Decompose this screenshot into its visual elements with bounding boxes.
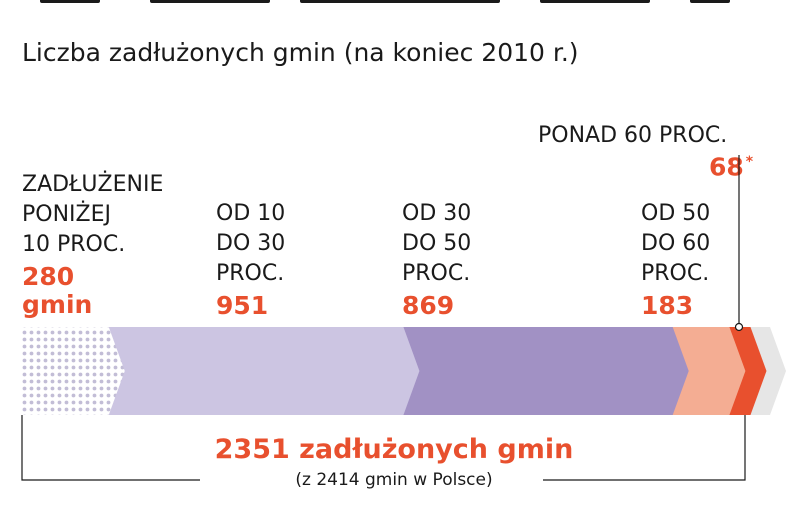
- label-seg3-line1: OD 30: [402, 201, 472, 226]
- value-seg5: 68 *: [709, 147, 753, 182]
- value-seg1-unit: gmin: [22, 290, 93, 319]
- label-seg4-line1: OD 50: [641, 201, 711, 226]
- label-seg5: PONAD 60 PROC.: [538, 123, 728, 148]
- bar-segment-2: [22, 327, 420, 415]
- label-seg4-line2: DO 60: [641, 231, 711, 256]
- value-seg4: 183: [641, 291, 694, 320]
- connector-dot: [734, 322, 744, 332]
- label-seg1-line3: 10 PROC.: [22, 232, 126, 257]
- label-seg2-line3: PROC.: [216, 261, 285, 286]
- bar-segment-1: [22, 327, 125, 415]
- subtotal-label: (z 2414 gmin w Polsce): [295, 470, 493, 490]
- label-seg1-line1: ZADŁUŻENIE: [22, 172, 164, 197]
- chart-title: Liczba zadłużonych gmin (na koniec 2010 …: [22, 38, 579, 67]
- total-bracket: [21, 415, 746, 481]
- label-seg2-line2: DO 30: [216, 231, 286, 256]
- label-seg1-line2: PONIŻEJ: [22, 202, 111, 227]
- value-seg2: 951: [216, 291, 269, 320]
- label-seg2-line1: OD 10: [216, 201, 286, 226]
- value-seg1: 280: [22, 262, 75, 291]
- label-seg3-line2: DO 50: [402, 231, 472, 256]
- label-seg3-line3: PROC.: [402, 261, 471, 286]
- label-seg4-line3: PROC.: [641, 261, 710, 286]
- asterisk: *: [745, 154, 754, 170]
- value-seg5-number: 68: [709, 152, 744, 182]
- value-seg3: 869: [402, 291, 455, 320]
- total-label: 2351 zadłużonych gmin: [214, 434, 574, 465]
- cropped-heading-strip: [0, 0, 788, 8]
